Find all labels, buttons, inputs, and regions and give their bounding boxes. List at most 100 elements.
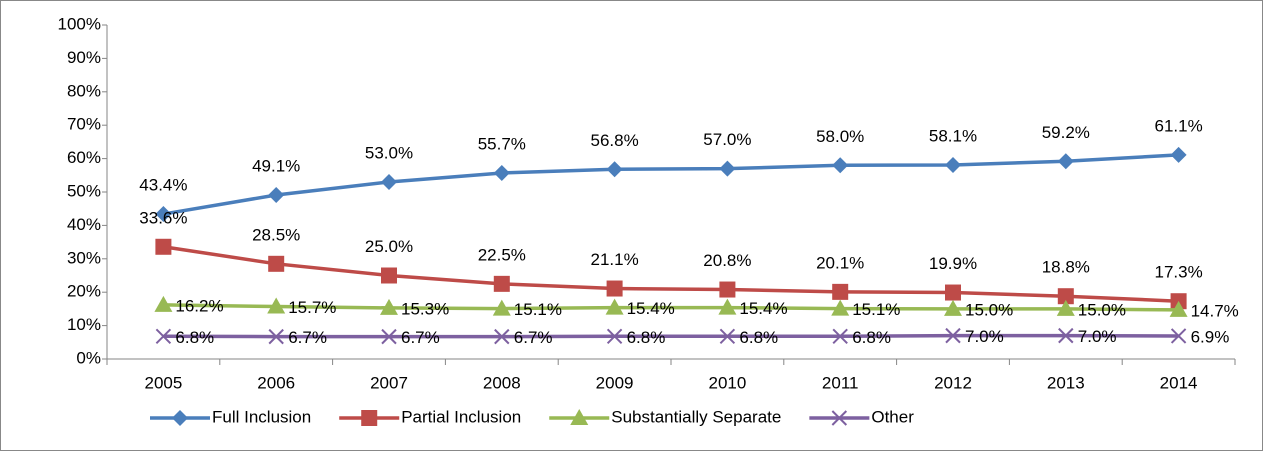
data-point	[606, 161, 623, 178]
data-label: 16.2%	[175, 296, 223, 315]
data-label: 6.8%	[739, 328, 778, 347]
data-point	[606, 280, 623, 297]
data-label: 49.1%	[252, 156, 300, 175]
data-label: 55.7%	[478, 134, 526, 153]
x-tick-label: 2009	[596, 373, 634, 392]
data-point	[832, 328, 848, 344]
x-tick-label: 2007	[370, 373, 408, 392]
x-tick-label: 2011	[822, 373, 859, 392]
data-point	[267, 297, 286, 314]
data-point	[268, 187, 285, 204]
data-point	[492, 299, 511, 316]
data-point	[380, 298, 398, 315]
data-label: 15.3%	[401, 299, 449, 318]
data-point	[718, 298, 737, 315]
data-point	[268, 255, 285, 272]
data-label: 7.0%	[965, 327, 1004, 346]
data-point	[494, 328, 510, 345]
y-tick-label: 90%	[67, 48, 101, 67]
x-tick-label: 2014	[1160, 373, 1198, 392]
data-point	[1058, 327, 1074, 344]
data-label: 22.5%	[478, 245, 526, 264]
data-point	[1169, 300, 1188, 317]
data-label: 15.1%	[852, 300, 900, 319]
data-point	[945, 327, 961, 344]
data-label: 6.8%	[627, 328, 666, 347]
data-point	[493, 275, 510, 292]
data-label: 58.1%	[929, 126, 977, 145]
data-point	[719, 160, 736, 177]
data-point	[719, 328, 736, 344]
data-label: 61.1%	[1154, 116, 1202, 135]
data-label: 20.8%	[703, 251, 751, 270]
data-label: 33.6%	[139, 208, 187, 227]
data-point	[832, 157, 849, 174]
data-label: 21.1%	[590, 250, 638, 269]
data-point	[381, 267, 397, 284]
data-point	[719, 281, 736, 298]
x-tick-label: 2013	[1047, 373, 1085, 392]
data-label: 6.9%	[1191, 327, 1230, 346]
data-label: 43.4%	[139, 176, 187, 195]
data-label: 59.2%	[1042, 123, 1090, 142]
x-tick-label: 2006	[257, 373, 295, 392]
data-point	[945, 156, 961, 173]
data-label: 25.0%	[365, 237, 413, 256]
data-label: 17.3%	[1154, 263, 1202, 282]
series-line	[163, 333, 1179, 339]
data-label: 7.0%	[1078, 327, 1117, 346]
data-point	[154, 295, 173, 312]
data-point	[381, 328, 397, 345]
data-label: 15.0%	[965, 300, 1013, 319]
legend-marker	[570, 409, 589, 425]
data-point	[606, 328, 623, 344]
legend-label: Partial Inclusion	[401, 407, 521, 426]
y-tick-label: 30%	[67, 248, 101, 267]
y-tick-label: 40%	[67, 215, 101, 234]
y-tick-label: 70%	[67, 115, 101, 134]
data-label: 6.8%	[175, 328, 214, 347]
data-label: 53.0%	[365, 143, 413, 162]
data-label: 15.1%	[514, 300, 562, 319]
data-label: 15.4%	[739, 299, 787, 318]
x-tick-label: 2008	[483, 373, 521, 392]
legend-marker	[172, 410, 188, 426]
x-tick-label: 2005	[144, 373, 182, 392]
data-label: 19.9%	[929, 254, 977, 273]
data-label: 6.7%	[514, 328, 553, 347]
data-point	[945, 284, 961, 301]
legend-label: Other	[871, 407, 914, 426]
data-label: 20.1%	[816, 253, 864, 272]
data-point	[155, 328, 172, 344]
data-point	[381, 173, 397, 190]
y-tick-label: 20%	[67, 282, 101, 301]
y-tick-label: 80%	[67, 81, 101, 100]
y-tick-label: 100%	[58, 14, 101, 33]
data-point	[493, 164, 510, 181]
data-point	[1170, 146, 1187, 163]
data-label: 14.7%	[1191, 301, 1239, 320]
data-point	[268, 328, 284, 345]
y-tick-label: 50%	[67, 181, 101, 200]
data-point	[155, 206, 172, 223]
data-point	[944, 299, 962, 316]
x-tick-label: 2010	[708, 373, 746, 392]
data-point	[1056, 299, 1075, 316]
data-label: 15.7%	[288, 298, 336, 317]
data-point	[831, 299, 850, 316]
data-label: 18.8%	[1042, 258, 1090, 277]
legend-marker	[361, 410, 378, 426]
data-label: 6.7%	[401, 328, 440, 347]
series-line	[163, 245, 1179, 303]
data-label: 28.5%	[252, 225, 300, 244]
data-label: 15.4%	[627, 299, 675, 318]
y-tick-label: 60%	[67, 148, 101, 167]
data-label: 56.8%	[590, 131, 638, 150]
data-label: 58.0%	[816, 127, 864, 146]
y-tick-label: 10%	[67, 315, 101, 334]
x-tick-label: 2012	[934, 373, 972, 392]
data-point	[155, 238, 172, 255]
data-point	[1057, 153, 1074, 170]
